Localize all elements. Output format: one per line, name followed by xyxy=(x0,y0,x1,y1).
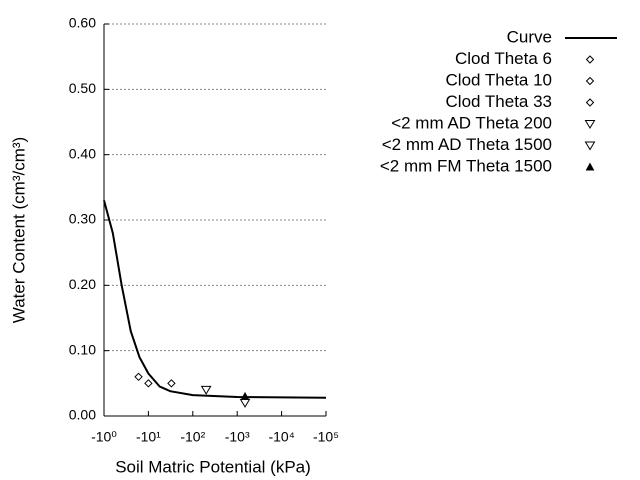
x-axis-label: Soil Matric Potential (kPa) xyxy=(115,457,311,476)
y-tick-label: 0.60 xyxy=(69,15,96,31)
diamond-marker xyxy=(585,98,595,107)
legend-label: Curve xyxy=(507,27,552,46)
triangle-marker xyxy=(239,398,251,408)
legend-label: Clod Theta 10 xyxy=(446,70,552,89)
diamond-marker xyxy=(144,379,153,388)
y-tick-label: 0.10 xyxy=(69,341,96,357)
diamond-marker xyxy=(585,76,595,86)
x-tick-label: -10⁵ xyxy=(313,429,339,445)
triangle-marker xyxy=(240,391,250,400)
legend-label: Clod Theta 33 xyxy=(446,92,552,111)
y-tick-label: 0.00 xyxy=(69,407,96,423)
x-tick-label: -10³ xyxy=(225,429,250,445)
legend-label: <2 mm AD Theta 1500 xyxy=(382,135,552,154)
curve xyxy=(103,200,327,399)
legend-label: <2 mm AD Theta 200 xyxy=(391,113,552,132)
y-tick-label: 0.50 xyxy=(69,80,96,96)
x-tick-label: -10⁴ xyxy=(268,429,294,445)
x-tick-label: -10² xyxy=(180,429,205,445)
triangle-marker xyxy=(200,385,212,395)
legend-label: <2 mm FM Theta 1500 xyxy=(380,156,552,175)
triangle-marker xyxy=(584,120,596,129)
legend-label: Clod Theta 6 xyxy=(455,49,552,68)
diamond-marker xyxy=(134,372,143,382)
y-tick-label: 0.20 xyxy=(69,276,96,292)
triangle-marker xyxy=(584,141,596,151)
diamond-marker xyxy=(585,55,595,64)
x-tick-label: -10¹ xyxy=(136,429,161,445)
x-tick-label: -10⁰ xyxy=(91,429,117,445)
diamond-marker xyxy=(167,379,176,388)
triangle-marker xyxy=(585,162,595,171)
y-tick-label: 0.40 xyxy=(69,145,96,161)
y-tick-label: 0.30 xyxy=(69,211,96,227)
y-axis-label: Water Content (cm³/cm³) xyxy=(9,137,28,323)
